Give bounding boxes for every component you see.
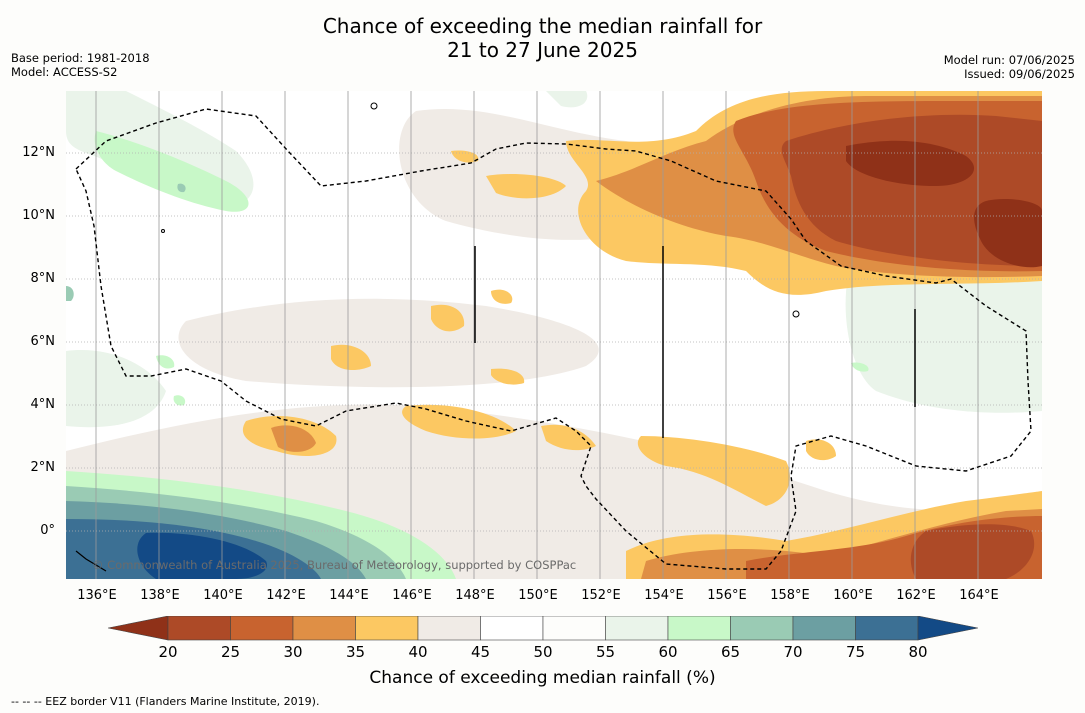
region-65-70-patch-b — [177, 183, 186, 193]
lon-label-140e: 140°E — [203, 588, 243, 603]
lon-label-148e: 148°E — [455, 588, 495, 603]
region-60-65-patch-a — [156, 355, 175, 369]
region-35-40-patch-d — [637, 436, 790, 506]
colorbar-tick-35: 35 — [345, 643, 366, 661]
colorbar-cell-60-65 — [667, 616, 731, 641]
map-canvas — [66, 91, 1042, 579]
lon-label-152e: 152°E — [581, 588, 621, 603]
eez-border — [75, 108, 1032, 570]
colorbar-cell-70-75 — [792, 616, 856, 641]
issued-date: Issued: 09/06/2025 — [964, 67, 1075, 81]
region-35-40-patch-i — [491, 368, 525, 385]
lat-label-0: 0° — [40, 523, 55, 538]
region-55-60-west — [66, 350, 166, 428]
lon-label-146e: 146°E — [392, 588, 432, 603]
colorbar-cell-40-45 — [417, 616, 481, 641]
region-35-40-patch-e — [331, 344, 371, 371]
colorbar-tick-50: 50 — [533, 643, 553, 661]
region-below-20-northeast-b — [974, 199, 1042, 268]
region-60-65-northwest — [94, 131, 249, 212]
model-run-date: Model run: 07/06/2025 — [943, 53, 1075, 67]
longitude-gridlines — [95, 91, 979, 579]
colorbar-tick-70: 70 — [783, 643, 803, 661]
region-20-25-southeast — [910, 524, 1035, 579]
region-below-20-northeast-a — [846, 140, 975, 186]
eez-footnote: -- -- -- EEZ border V11 (Flanders Marine… — [11, 695, 320, 708]
lon-label-138e: 138°E — [140, 588, 180, 603]
lon-label-160e: 160°E — [833, 588, 873, 603]
colorbar-cell-20-25 — [167, 616, 231, 641]
region-65-70-patch-a — [66, 286, 74, 301]
base-period: Base period: 1981-2018 — [11, 51, 150, 65]
latitude-gridlines — [66, 152, 1042, 532]
colorbar-title: Chance of exceeding median rainfall (%) — [369, 668, 716, 688]
region-55-60-top — [546, 91, 588, 108]
region-60-65-patch-c — [851, 362, 869, 372]
region-55-60-east — [845, 245, 1042, 413]
chart-title: Chance of exceeding the median rainfall … — [0, 14, 1085, 62]
region-35-40-patch-h — [491, 289, 513, 304]
region-60-65-patch-b — [173, 395, 186, 406]
region-35-40-patch-f — [486, 174, 566, 199]
lon-label-162e: 162°E — [896, 588, 936, 603]
region-35-40-patch-k — [451, 150, 479, 163]
model-name: Model: ACCESS-S2 — [11, 65, 118, 79]
colorbar-tick-80: 80 — [908, 643, 928, 661]
colorbar-arrow-high — [917, 616, 978, 641]
region-30-35-patch-a — [271, 425, 316, 452]
colorbar-cell-55-60 — [605, 616, 669, 641]
lon-label-150e: 150°E — [518, 588, 558, 603]
lon-label-136e: 136°E — [77, 588, 117, 603]
lat-label-4n: 4°N — [30, 397, 56, 412]
lon-label-142e: 142°E — [266, 588, 306, 603]
colorbar — [108, 616, 978, 641]
lon-label-164e: 164°E — [959, 588, 999, 603]
lat-label-2n: 2°N — [30, 460, 56, 475]
colorbar-tick-45: 45 — [470, 643, 491, 661]
lat-label-8n: 8°N — [30, 271, 56, 286]
colorbar-tick-30: 30 — [283, 643, 303, 661]
islands — [75, 102, 800, 572]
colorbar-tick-65: 65 — [720, 643, 741, 661]
colorbar-cell-30-35 — [292, 616, 356, 641]
region-45-50-center — [178, 298, 599, 388]
run-info: Model run: 07/06/2025 Issued: 09/06/2025 — [944, 53, 1075, 81]
lon-label-144e: 144°E — [329, 588, 369, 603]
colorbar-tick-25: 25 — [220, 643, 241, 661]
lon-label-156e: 156°E — [707, 588, 747, 603]
colorbar-tick-20: 20 — [158, 643, 178, 661]
colorbar-cell-45-50 — [480, 616, 544, 641]
region-35-40-patch-c — [541, 424, 596, 451]
colorbar-tick-40: 40 — [408, 643, 428, 661]
colorbar-cell-25-30 — [230, 616, 294, 641]
lat-label-6n: 6°N — [30, 334, 56, 349]
eez-boundary-markers — [474, 246, 916, 438]
colorbar-tick-55: 55 — [595, 643, 616, 661]
model-info: Base period: 1981-2018 Model: ACCESS-S2 — [11, 51, 150, 79]
colorbar-arrow-low — [108, 616, 169, 641]
title-line-1: Chance of exceeding the median rainfall … — [322, 14, 763, 38]
lon-label-158e: 158°E — [770, 588, 810, 603]
copyright-credit: © Commonwealth of Australia 2025, Bureau… — [92, 558, 577, 572]
colorbar-cell-65-70 — [730, 616, 794, 641]
lat-label-10n: 10°N — [22, 208, 55, 223]
lon-label-154e: 154°E — [644, 588, 684, 603]
colorbar-cell-50-55 — [542, 616, 606, 641]
lat-label-12n: 12°N — [22, 145, 55, 160]
region-35-40-patch-g — [431, 304, 465, 332]
title-line-2: 21 to 27 June 2025 — [447, 38, 638, 62]
colorbar-tick-75: 75 — [845, 643, 866, 661]
region-80-plus-southwest — [137, 532, 267, 579]
colorbar-tick-60: 60 — [658, 643, 678, 661]
colorbar-cell-35-40 — [355, 616, 419, 641]
region-35-40-patch-j — [806, 439, 836, 461]
colorbar-cell-75-80 — [855, 616, 919, 641]
region-35-40-patch-b — [402, 404, 516, 439]
rainfall-map: © Commonwealth of Australia 2025, Bureau… — [66, 91, 1042, 579]
